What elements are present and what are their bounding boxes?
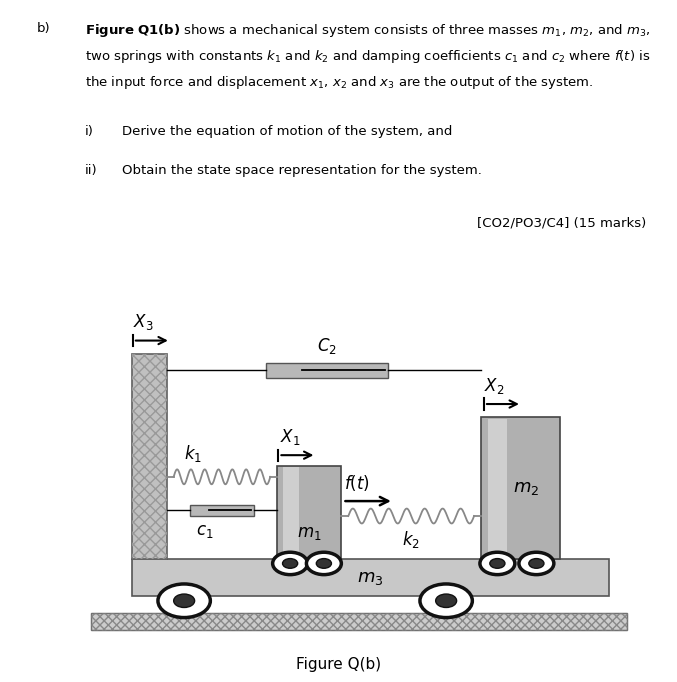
Text: ii): ii): [85, 164, 97, 177]
Bar: [481, 417, 560, 559]
Bar: [278, 466, 341, 559]
Text: $\mathit{f(t)}$: $\mathit{f(t)}$: [344, 473, 370, 493]
Circle shape: [529, 559, 544, 568]
Text: the input force and displacement $\bf{\mathit{x_1}}$, $\bf{\mathit{x_2}}$ and $\: the input force and displacement $\bf{\m…: [85, 74, 593, 91]
Text: i): i): [85, 125, 93, 138]
Circle shape: [436, 594, 456, 608]
Circle shape: [282, 559, 298, 568]
Bar: [132, 354, 167, 559]
Circle shape: [174, 594, 194, 608]
Bar: [283, 467, 299, 557]
Text: b): b): [37, 22, 51, 35]
Text: two springs with constants $\bf{\mathit{k_1}}$ and $\bf{\mathit{k_2}}$ and dampi: two springs with constants $\bf{\mathit{…: [85, 48, 650, 65]
Bar: [488, 419, 506, 557]
Circle shape: [273, 552, 307, 575]
Circle shape: [490, 559, 505, 568]
Bar: [91, 613, 627, 630]
Text: Figure Q(b): Figure Q(b): [296, 657, 381, 672]
Bar: [91, 613, 627, 630]
Bar: [265, 363, 388, 379]
Bar: [132, 354, 167, 559]
Text: [CO2/PO3/C4] (15 marks): [CO2/PO3/C4] (15 marks): [477, 216, 647, 229]
Text: $\bf{Figure\ Q1(b)}$ shows a mechanical system consists of three masses $\bf{\ma: $\bf{Figure\ Q1(b)}$ shows a mechanical …: [85, 22, 650, 39]
Text: $X_1$: $X_1$: [280, 427, 300, 447]
Circle shape: [480, 552, 515, 575]
Circle shape: [420, 584, 473, 618]
Bar: [190, 505, 254, 516]
Text: $k_1$: $k_1$: [184, 443, 202, 464]
Text: Derive the equation of motion of the system, and: Derive the equation of motion of the sys…: [122, 125, 452, 138]
Circle shape: [519, 552, 554, 575]
Bar: [132, 559, 609, 596]
Text: $X_3$: $X_3$: [133, 312, 154, 332]
Text: $m_2$: $m_2$: [513, 479, 540, 497]
Text: $k_2$: $k_2$: [402, 529, 420, 550]
Text: $m_1$: $m_1$: [297, 524, 322, 542]
Text: $c_1$: $c_1$: [196, 522, 213, 540]
Text: Obtain the state space representation for the system.: Obtain the state space representation fo…: [122, 164, 482, 177]
Text: $X_2$: $X_2$: [484, 376, 504, 396]
Text: $m_3$: $m_3$: [357, 569, 384, 587]
Text: $C_2$: $C_2$: [317, 336, 336, 356]
Circle shape: [307, 552, 341, 575]
Circle shape: [158, 584, 211, 618]
Circle shape: [316, 559, 332, 568]
